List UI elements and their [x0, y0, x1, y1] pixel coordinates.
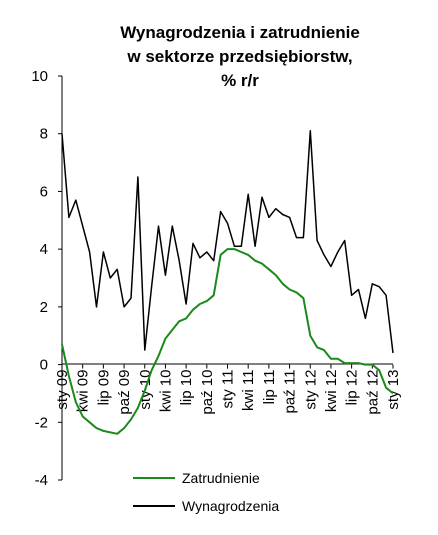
x-tick-label: lip 10 [178, 370, 195, 406]
y-tick-label: -2 [35, 414, 48, 431]
x-tick-label: kwi 09 [75, 370, 92, 413]
x-tick-label: kwi 11 [240, 370, 257, 411]
x-tick-label: sty 09 [54, 370, 71, 410]
chart-title: Wynagrodzenia i zatrudnienie w sektorze … [120, 23, 360, 90]
x-tick-label: paź 10 [199, 370, 216, 415]
y-tick-label: 0 [40, 357, 48, 374]
x-tick-label: paź 11 [282, 370, 299, 414]
series-lines [61, 130, 394, 435]
x-ticks: sty 09 kwi 09 lip 09 paź 09 sty 10 kwi 10 lip … [54, 364, 402, 415]
x-tick-label: paź 09 [116, 370, 133, 415]
title-line-2: w sektorze przedsiębiorstw, [126, 47, 352, 66]
y-tick-label: 2 [40, 299, 48, 316]
y-tick-label: 8 [40, 126, 48, 143]
y-tick-label: 10 [31, 68, 48, 85]
series-line-wynagrodzenia [61, 130, 394, 354]
x-tick-label: lip 12 [344, 370, 361, 406]
y-tick-label: 4 [40, 241, 48, 258]
x-tick-label: sty 11 [220, 370, 237, 409]
y-tick-label: 6 [40, 183, 48, 200]
title-line-1: Wynagrodzenia i zatrudnienie [120, 23, 360, 42]
x-tick-label: lip 09 [95, 370, 112, 406]
title-line-3: % r/r [221, 71, 259, 90]
x-tick-label: sty 12 [302, 370, 319, 410]
legend-label-wynagrodzenia: Wynagrodzenia [182, 498, 279, 514]
series-line-zatrudnienie [61, 248, 394, 435]
x-tick-label: sty 13 [385, 370, 402, 410]
y-ticks: -4 -2 0 2 4 6 8 10 [31, 68, 62, 489]
x-tick-label: kwi 10 [157, 370, 174, 413]
x-tick-label: kwi 12 [323, 370, 340, 413]
legend: Zatrudnienie Wynagrodzenia [133, 470, 279, 514]
legend-label-zatrudnienie: Zatrudnienie [182, 470, 260, 486]
x-tick-label: paź 12 [364, 370, 381, 415]
y-tick-label: -4 [35, 472, 48, 489]
x-tick-label: lip 11 [261, 370, 278, 405]
